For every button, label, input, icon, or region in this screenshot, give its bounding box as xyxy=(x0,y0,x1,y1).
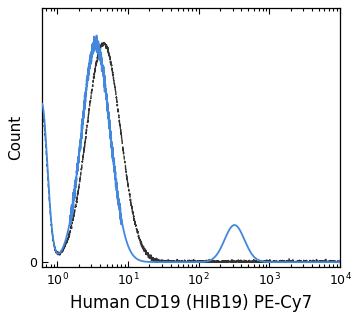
X-axis label: Human CD19 (HIB19) PE-Cy7: Human CD19 (HIB19) PE-Cy7 xyxy=(70,294,312,312)
Y-axis label: Count: Count xyxy=(8,115,23,160)
